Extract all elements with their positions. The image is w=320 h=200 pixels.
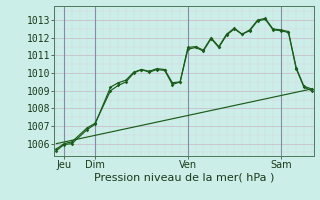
X-axis label: Pression niveau de la mer( hPa ): Pression niveau de la mer( hPa ) (94, 173, 274, 183)
